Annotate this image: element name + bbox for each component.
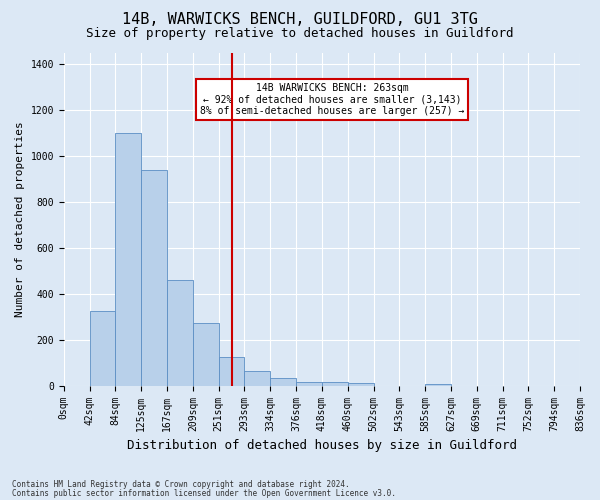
Bar: [193, 323, 218, 386]
Y-axis label: Number of detached properties: Number of detached properties: [15, 122, 25, 317]
Text: 14B WARWICKS BENCH: 263sqm
← 92% of detached houses are smaller (3,143)
8% of se: 14B WARWICKS BENCH: 263sqm ← 92% of deta…: [200, 82, 464, 116]
Bar: [167, 280, 193, 386]
Bar: [141, 170, 167, 386]
Bar: [89, 312, 115, 386]
Bar: [296, 382, 322, 386]
Text: Contains HM Land Registry data © Crown copyright and database right 2024.: Contains HM Land Registry data © Crown c…: [12, 480, 350, 489]
Text: 14B, WARWICKS BENCH, GUILDFORD, GU1 3TG: 14B, WARWICKS BENCH, GUILDFORD, GU1 3TG: [122, 12, 478, 28]
X-axis label: Distribution of detached houses by size in Guildford: Distribution of detached houses by size …: [127, 440, 517, 452]
Bar: [347, 382, 374, 386]
Bar: [244, 371, 270, 386]
Bar: [270, 378, 296, 386]
Text: Size of property relative to detached houses in Guildford: Size of property relative to detached ho…: [86, 28, 514, 40]
Bar: [322, 382, 347, 386]
Text: Contains public sector information licensed under the Open Government Licence v3: Contains public sector information licen…: [12, 489, 396, 498]
Bar: [115, 133, 141, 386]
Bar: [218, 358, 244, 386]
Bar: [425, 384, 451, 386]
